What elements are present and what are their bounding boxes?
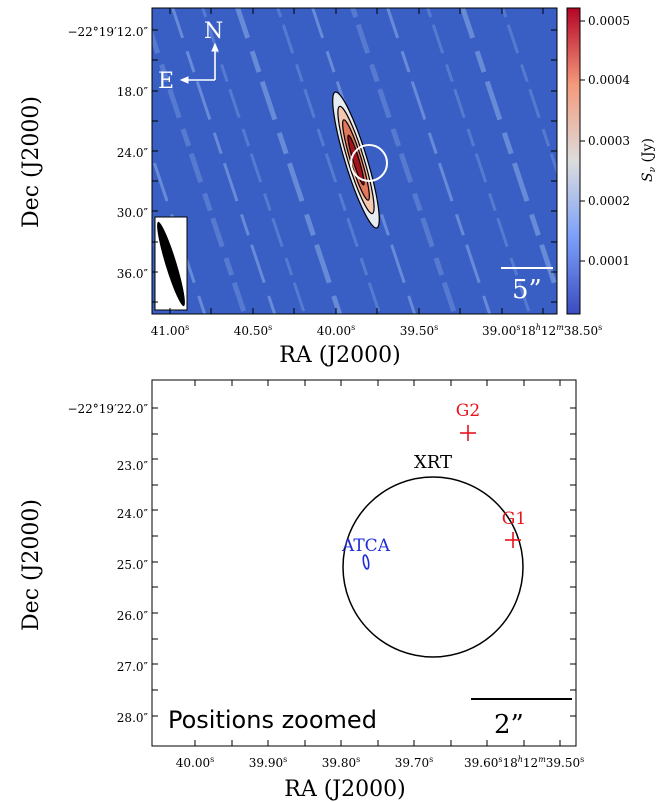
xrt-circle: [342, 476, 524, 658]
g2-label: G2: [456, 401, 480, 421]
sidelobe-streak: [460, 8, 557, 299]
top-dec-tick-label: 30.0″: [117, 206, 149, 220]
bottom-dec-tick-label: 26.0″: [117, 609, 149, 623]
bottom-x-axis-label: RA (J2000): [284, 777, 405, 802]
sidelobe-streak: [152, 151, 207, 314]
sidelobe-streak: [276, 8, 382, 314]
bottom-ra-tick-label: 40.00s: [176, 755, 214, 770]
g1-label: G1: [502, 509, 526, 529]
top-y-axis-label: Dec (J2000): [19, 96, 44, 228]
top-ra-tick-label: 40.50s: [234, 323, 272, 338]
bottom-ra-tick-label: 39.70s: [395, 755, 433, 770]
beam-ellipse: [157, 221, 185, 307]
atca-label: ATCA: [341, 536, 391, 556]
xrt-error-circle: [350, 144, 388, 182]
sidelobe-streak: [201, 8, 307, 314]
colorbar: [566, 7, 581, 315]
sidelobe-streak: [386, 8, 492, 314]
bottom-dec-tick-label: 24.0″: [117, 507, 149, 521]
bottom-scale-bar-label: 2”: [494, 710, 524, 740]
sidelobe-streak: [235, 8, 343, 314]
colorbar-ticks: [580, 20, 585, 262]
bottom-dec-tick-label: 28.0″: [117, 711, 149, 725]
sidelobe-streak: [152, 28, 248, 314]
top-dec-tick-label: 18.0″: [117, 85, 149, 99]
bottom-ra-tick-label: 39.90s: [249, 755, 287, 770]
sidelobe-streak: [171, 8, 277, 314]
top-x-axis-label: RA (J2000): [279, 343, 400, 368]
bottom-panel: XRT G2 G1 ATCA 2” Positions zoomed 40.00…: [19, 379, 584, 802]
bottom-dec-tick-label: 25.0″: [117, 558, 149, 572]
colorbar-tick-label: 0.0005: [588, 14, 630, 28]
top-axes-ticks: [152, 8, 557, 314]
bottom-dec-tick-label: 27.0″: [117, 660, 149, 674]
scale-bar-label: 5”: [512, 275, 542, 305]
atca-ellipse: [362, 554, 370, 570]
sidelobe-streak: [501, 8, 557, 176]
colorbar-tick-label: 0.0001: [588, 254, 630, 268]
bottom-ra-tick-label: 39.80s: [322, 755, 360, 770]
top-dec-tick-label: 24.0″: [117, 146, 149, 160]
sidelobe-streak: [350, 8, 458, 314]
top-axes-frame: [151, 7, 558, 315]
top-ra-tick-label: 39.50s: [400, 323, 438, 338]
bottom-dec-tick-label: −22°19′22.0″: [67, 402, 148, 416]
g1-marker: [505, 532, 521, 548]
bottom-axes-ticks: [152, 380, 576, 746]
sidelobe-streaks: [152, 8, 557, 314]
panel-title: Positions zoomed: [168, 706, 377, 734]
compass: [179, 42, 219, 84]
top-dec-tick-label: −22°19′12.0″: [67, 25, 148, 39]
colorbar-tick-label: 0.0004: [588, 73, 630, 87]
top-panel: N E 5” 41.00s 40.50s 40.00s 39.50s 39.00…: [19, 7, 658, 368]
compass-north-label: N: [204, 19, 223, 44]
sidelobe-streak: [426, 8, 532, 314]
colorbar-tick-label: 0.0003: [588, 134, 630, 148]
colorbar-tick-label: 0.0002: [588, 194, 630, 208]
g2-marker: [460, 425, 476, 441]
top-ra-tick-label: 39.00s18h12m38.50s: [482, 323, 602, 338]
colorbar-label: Sν (Jy): [640, 138, 658, 182]
bottom-dec-tick-label: 23.0″: [117, 459, 149, 473]
top-dec-tick-label: 36.0″: [117, 267, 149, 281]
bottom-y-axis-label: Dec (J2000): [19, 499, 44, 631]
xrt-label: XRT: [414, 452, 452, 473]
compass-east-label: E: [158, 69, 174, 94]
contour-inner: [347, 134, 365, 186]
top-ra-tick-label: 40.00s: [317, 323, 355, 338]
top-ra-tick-label: 41.00s: [151, 323, 189, 338]
bottom-ra-tick-label: 39.60s18h12m39.50s: [464, 755, 584, 770]
